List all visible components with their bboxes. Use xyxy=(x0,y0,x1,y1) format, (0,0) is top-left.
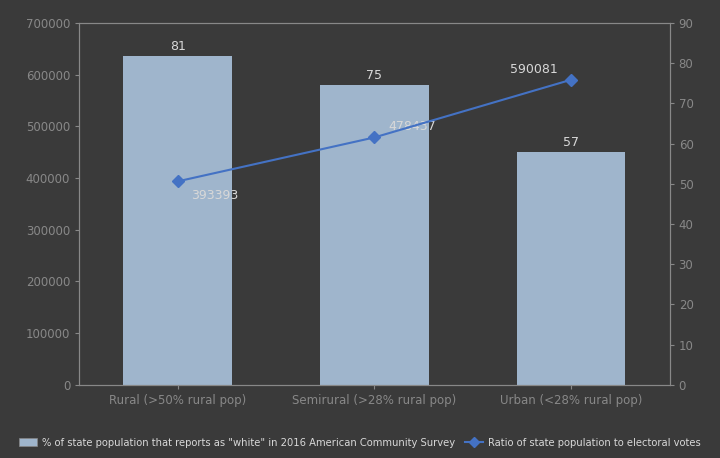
Bar xyxy=(124,56,232,385)
Text: 478437: 478437 xyxy=(388,120,436,133)
Legend: % of state population that reports as "white" in 2016 American Community Survey,: % of state population that reports as "w… xyxy=(16,435,704,451)
Text: 590081: 590081 xyxy=(510,63,557,76)
Bar xyxy=(320,85,428,385)
Text: 393393: 393393 xyxy=(192,189,238,202)
Text: 81: 81 xyxy=(170,40,186,54)
Text: 75: 75 xyxy=(366,69,382,82)
Text: 57: 57 xyxy=(563,136,579,149)
Bar xyxy=(517,152,625,385)
